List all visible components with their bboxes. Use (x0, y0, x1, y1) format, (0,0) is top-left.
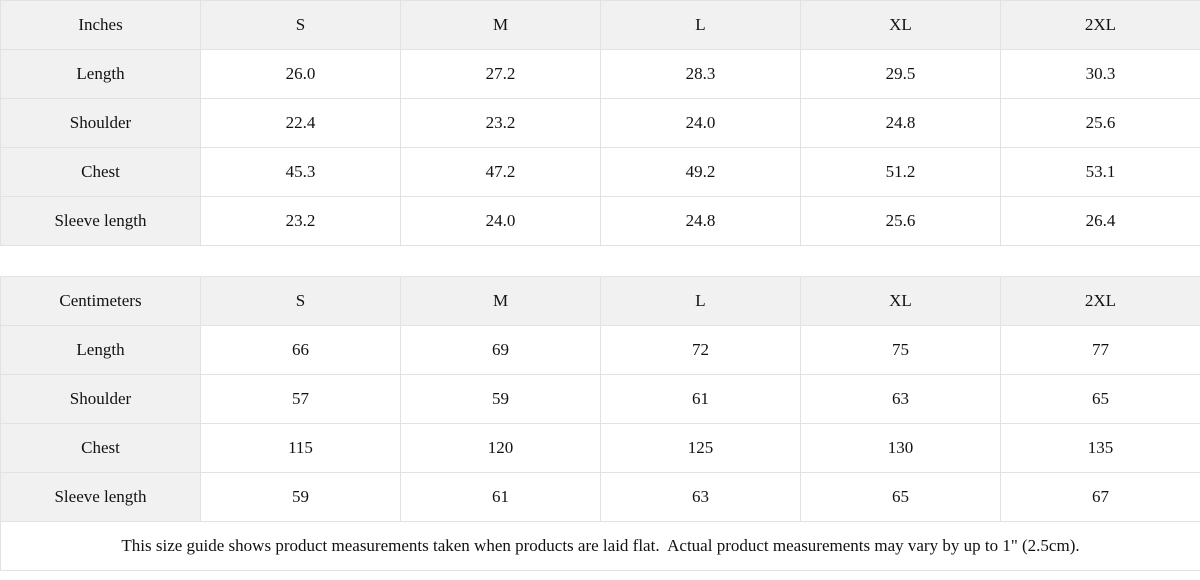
row-label-cell: Shoulder (0, 374, 201, 424)
table-row-shoulder: Shoulder 22.4 23.2 24.0 24.8 25.6 (0, 98, 1200, 148)
value-cell: 115 (200, 423, 401, 473)
value-cell: 49.2 (600, 147, 801, 197)
size-header-cell-m: M (400, 276, 601, 326)
size-header-cell-l: L (600, 276, 801, 326)
row-label-cell: Chest (0, 423, 201, 473)
table-row-shoulder: Shoulder 57 59 61 63 65 (0, 374, 1200, 424)
table-row-sleeve-length: Sleeve length 23.2 24.0 24.8 25.6 26.4 (0, 196, 1200, 246)
value-cell: 130 (800, 423, 1001, 473)
value-cell: 23.2 (200, 196, 401, 246)
value-cell: 27.2 (400, 49, 601, 99)
value-cell: 65 (1000, 374, 1200, 424)
value-cell: 61 (400, 472, 601, 522)
value-cell: 53.1 (1000, 147, 1200, 197)
value-cell: 61 (600, 374, 801, 424)
value-cell: 22.4 (200, 98, 401, 148)
value-cell: 51.2 (800, 147, 1001, 197)
footer-note: This size guide shows product measuremen… (0, 521, 1200, 571)
value-cell: 23.2 (400, 98, 601, 148)
value-cell: 59 (200, 472, 401, 522)
inches-size-table: Inches S M L XL 2XL Length 26.0 27.2 28.… (0, 0, 1200, 246)
value-cell: 26.0 (200, 49, 401, 99)
row-label-cell: Shoulder (0, 98, 201, 148)
table-row-chest: Chest 115 120 125 130 135 (0, 423, 1200, 473)
value-cell: 66 (200, 325, 401, 375)
value-cell: 120 (400, 423, 601, 473)
table-row-length: Length 26.0 27.2 28.3 29.5 30.3 (0, 49, 1200, 99)
size-header-cell-s: S (200, 276, 401, 326)
value-cell: 24.0 (600, 98, 801, 148)
value-cell: 69 (400, 325, 601, 375)
size-header-cell-m: M (400, 0, 601, 50)
size-header-cell-xl: XL (800, 276, 1001, 326)
value-cell: 28.3 (600, 49, 801, 99)
value-cell: 67 (1000, 472, 1200, 522)
row-label-cell: Sleeve length (0, 472, 201, 522)
value-cell: 24.0 (400, 196, 601, 246)
value-cell: 45.3 (200, 147, 401, 197)
value-cell: 72 (600, 325, 801, 375)
value-cell: 75 (800, 325, 1001, 375)
value-cell: 63 (600, 472, 801, 522)
value-cell: 25.6 (1000, 98, 1200, 148)
unit-header-cell: Centimeters (0, 276, 201, 326)
size-header-cell-l: L (600, 0, 801, 50)
inches-header-row: Inches S M L XL 2XL (0, 0, 1200, 50)
table-row-sleeve-length: Sleeve length 59 61 63 65 67 (0, 472, 1200, 522)
row-label-cell: Length (0, 325, 201, 375)
value-cell: 47.2 (400, 147, 601, 197)
value-cell: 63 (800, 374, 1001, 424)
value-cell: 30.3 (1000, 49, 1200, 99)
centimeters-size-table: Centimeters S M L XL 2XL Length 66 69 72… (0, 276, 1200, 571)
value-cell: 65 (800, 472, 1001, 522)
centimeters-header-row: Centimeters S M L XL 2XL (0, 276, 1200, 326)
value-cell: 24.8 (600, 196, 801, 246)
row-label-cell: Sleeve length (0, 196, 201, 246)
table-row-chest: Chest 45.3 47.2 49.2 51.2 53.1 (0, 147, 1200, 197)
size-header-cell-s: S (200, 0, 401, 50)
table-row-length: Length 66 69 72 75 77 (0, 325, 1200, 375)
table-spacer (0, 246, 1200, 276)
size-header-cell-2xl: 2XL (1000, 276, 1200, 326)
value-cell: 29.5 (800, 49, 1001, 99)
value-cell: 57 (200, 374, 401, 424)
row-label-cell: Length (0, 49, 201, 99)
value-cell: 24.8 (800, 98, 1001, 148)
value-cell: 59 (400, 374, 601, 424)
unit-header-cell: Inches (0, 0, 201, 50)
value-cell: 25.6 (800, 196, 1001, 246)
value-cell: 125 (600, 423, 801, 473)
footer-row: This size guide shows product measuremen… (0, 521, 1200, 571)
value-cell: 135 (1000, 423, 1200, 473)
size-header-cell-2xl: 2XL (1000, 0, 1200, 50)
value-cell: 26.4 (1000, 196, 1200, 246)
value-cell: 77 (1000, 325, 1200, 375)
size-header-cell-xl: XL (800, 0, 1001, 50)
row-label-cell: Chest (0, 147, 201, 197)
